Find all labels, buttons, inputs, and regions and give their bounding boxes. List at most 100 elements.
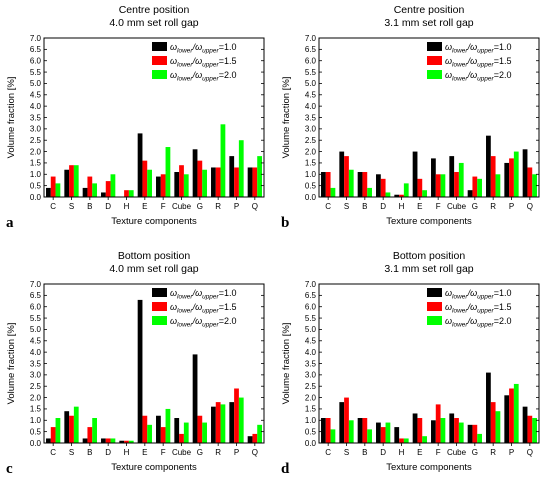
y-tick-label: 1.5: [30, 159, 42, 168]
bar-Q-series-3: [257, 156, 262, 197]
x-tick-label: P: [509, 448, 514, 457]
legend-swatch-1: [427, 42, 442, 51]
x-tick-label: P: [234, 448, 239, 457]
bar-P-series-2: [234, 388, 239, 443]
legend-label-1: ωlower/ωupper=1.0: [445, 42, 511, 55]
x-tick-label: F: [436, 448, 441, 457]
y-tick-label: 5.5: [305, 314, 317, 323]
bar-Cube-series-3: [183, 174, 189, 197]
bar-Q-series-2: [527, 167, 533, 197]
y-tick-label: 3.5: [305, 359, 317, 368]
bar-F-series-1: [431, 420, 436, 443]
bar-B-series-3: [92, 418, 97, 443]
y-tick-label: 4.5: [305, 337, 317, 346]
bar-B-series-3: [367, 187, 372, 197]
plot-frame: [318, 283, 540, 444]
bar-Q-series-3: [257, 424, 262, 443]
bar-S-series-2: [344, 156, 349, 197]
bar-H-series-2: [124, 440, 129, 443]
bar-R-series-3: [495, 411, 501, 443]
bar-Q-series-3: [532, 174, 537, 197]
bar-C-series-1: [46, 438, 51, 443]
bar-G-series-1: [467, 424, 473, 443]
bar-B-series-2: [362, 418, 368, 443]
chart-title: Bottom position: [118, 250, 191, 262]
x-tick-label: E: [142, 448, 147, 457]
bar-P-series-1: [229, 156, 235, 197]
x-tick-label: D: [380, 202, 386, 211]
y-tick-label: 1.0: [30, 416, 42, 425]
legend-label-2: ωlower/ωupper=1.5: [445, 302, 511, 315]
y-tick-label: 1.5: [30, 405, 42, 414]
x-tick-label: D: [105, 202, 111, 211]
bar-B-series-3: [367, 429, 372, 443]
legend-label-2: ωlower/ωupper=1.5: [170, 56, 236, 69]
y-tick-label: 5.0: [305, 325, 317, 334]
bar-D-series-1: [101, 438, 106, 443]
bar-P-series-2: [509, 388, 514, 443]
x-tick-label: Q: [527, 448, 533, 457]
y-tick-label: 4.0: [30, 348, 42, 357]
bar-P-series-3: [513, 383, 519, 443]
bar-Q-series-1: [247, 167, 253, 197]
y-tick-label: 7.0: [30, 280, 42, 289]
bar-E-series-2: [417, 178, 423, 197]
y-tick-label: 1.5: [305, 405, 317, 414]
x-tick-label: B: [87, 448, 92, 457]
y-axis-label: Volume fraction [%]: [6, 77, 17, 159]
bar-Cube-series-1: [174, 418, 180, 443]
bar-B-series-2: [87, 427, 93, 443]
y-tick-label: 2.0: [30, 393, 42, 402]
bar-S-series-1: [339, 151, 345, 197]
bar-E-series-1: [412, 151, 418, 197]
y-tick-label: 0.5: [30, 427, 42, 436]
bar-P-series-2: [509, 158, 514, 197]
bar-E-series-3: [422, 190, 427, 197]
legend-swatch-3: [152, 316, 167, 325]
bar-B-series-1: [357, 172, 363, 197]
bar-G-series-3: [202, 422, 207, 443]
bar-R-series-1: [211, 406, 216, 443]
bar-Q-series-2: [252, 167, 258, 197]
bar-C-series-1: [321, 418, 326, 443]
bar-E-series-1: [137, 299, 143, 443]
y-tick-label: 1.5: [305, 159, 317, 168]
bar-Cube-series-3: [183, 422, 189, 443]
legend-label-1: ωlower/ωupper=1.0: [170, 288, 236, 301]
y-tick-label: 6.5: [30, 45, 42, 54]
y-tick-label: 0.0: [30, 439, 42, 448]
bar-P-series-1: [229, 402, 235, 443]
bar-F-series-2: [160, 174, 166, 197]
y-tick-label: 2.5: [30, 136, 42, 145]
y-tick-label: 2.0: [305, 393, 317, 402]
bar-D-series-3: [385, 422, 391, 443]
bar-F-series-3: [440, 418, 446, 443]
legend-label-2: ωlower/ωupper=1.5: [170, 302, 236, 315]
bar-P-series-1: [504, 162, 510, 197]
bar-S-series-3: [348, 169, 354, 197]
bar-S-series-1: [64, 169, 70, 197]
bar-C-series-1: [46, 187, 51, 197]
bar-R-series-2: [215, 402, 221, 443]
bar-C-series-2: [325, 172, 331, 197]
legend-swatch-2: [427, 56, 442, 65]
x-tick-label: F: [161, 202, 166, 211]
bar-R-series-2: [215, 167, 221, 197]
bar-B-series-3: [92, 183, 97, 197]
y-axis-label: Volume fraction [%]: [281, 77, 292, 159]
x-tick-label: H: [124, 448, 130, 457]
x-axis-label: Texture components: [111, 216, 197, 227]
bar-H-series-3: [128, 440, 134, 443]
legend-swatch-2: [152, 56, 167, 65]
bar-G-series-1: [192, 149, 198, 197]
bar-B-series-2: [362, 172, 368, 197]
bar-F-series-3: [165, 147, 171, 197]
y-axis-label: Volume fraction [%]: [281, 323, 292, 405]
bar-Cube-series-2: [454, 172, 459, 197]
y-tick-label: 0.5: [305, 181, 317, 190]
chart-title: Centre position: [394, 4, 465, 16]
bar-C-series-1: [321, 172, 326, 197]
y-tick-label: 6.0: [305, 57, 317, 66]
y-tick-label: 1.0: [305, 170, 317, 179]
